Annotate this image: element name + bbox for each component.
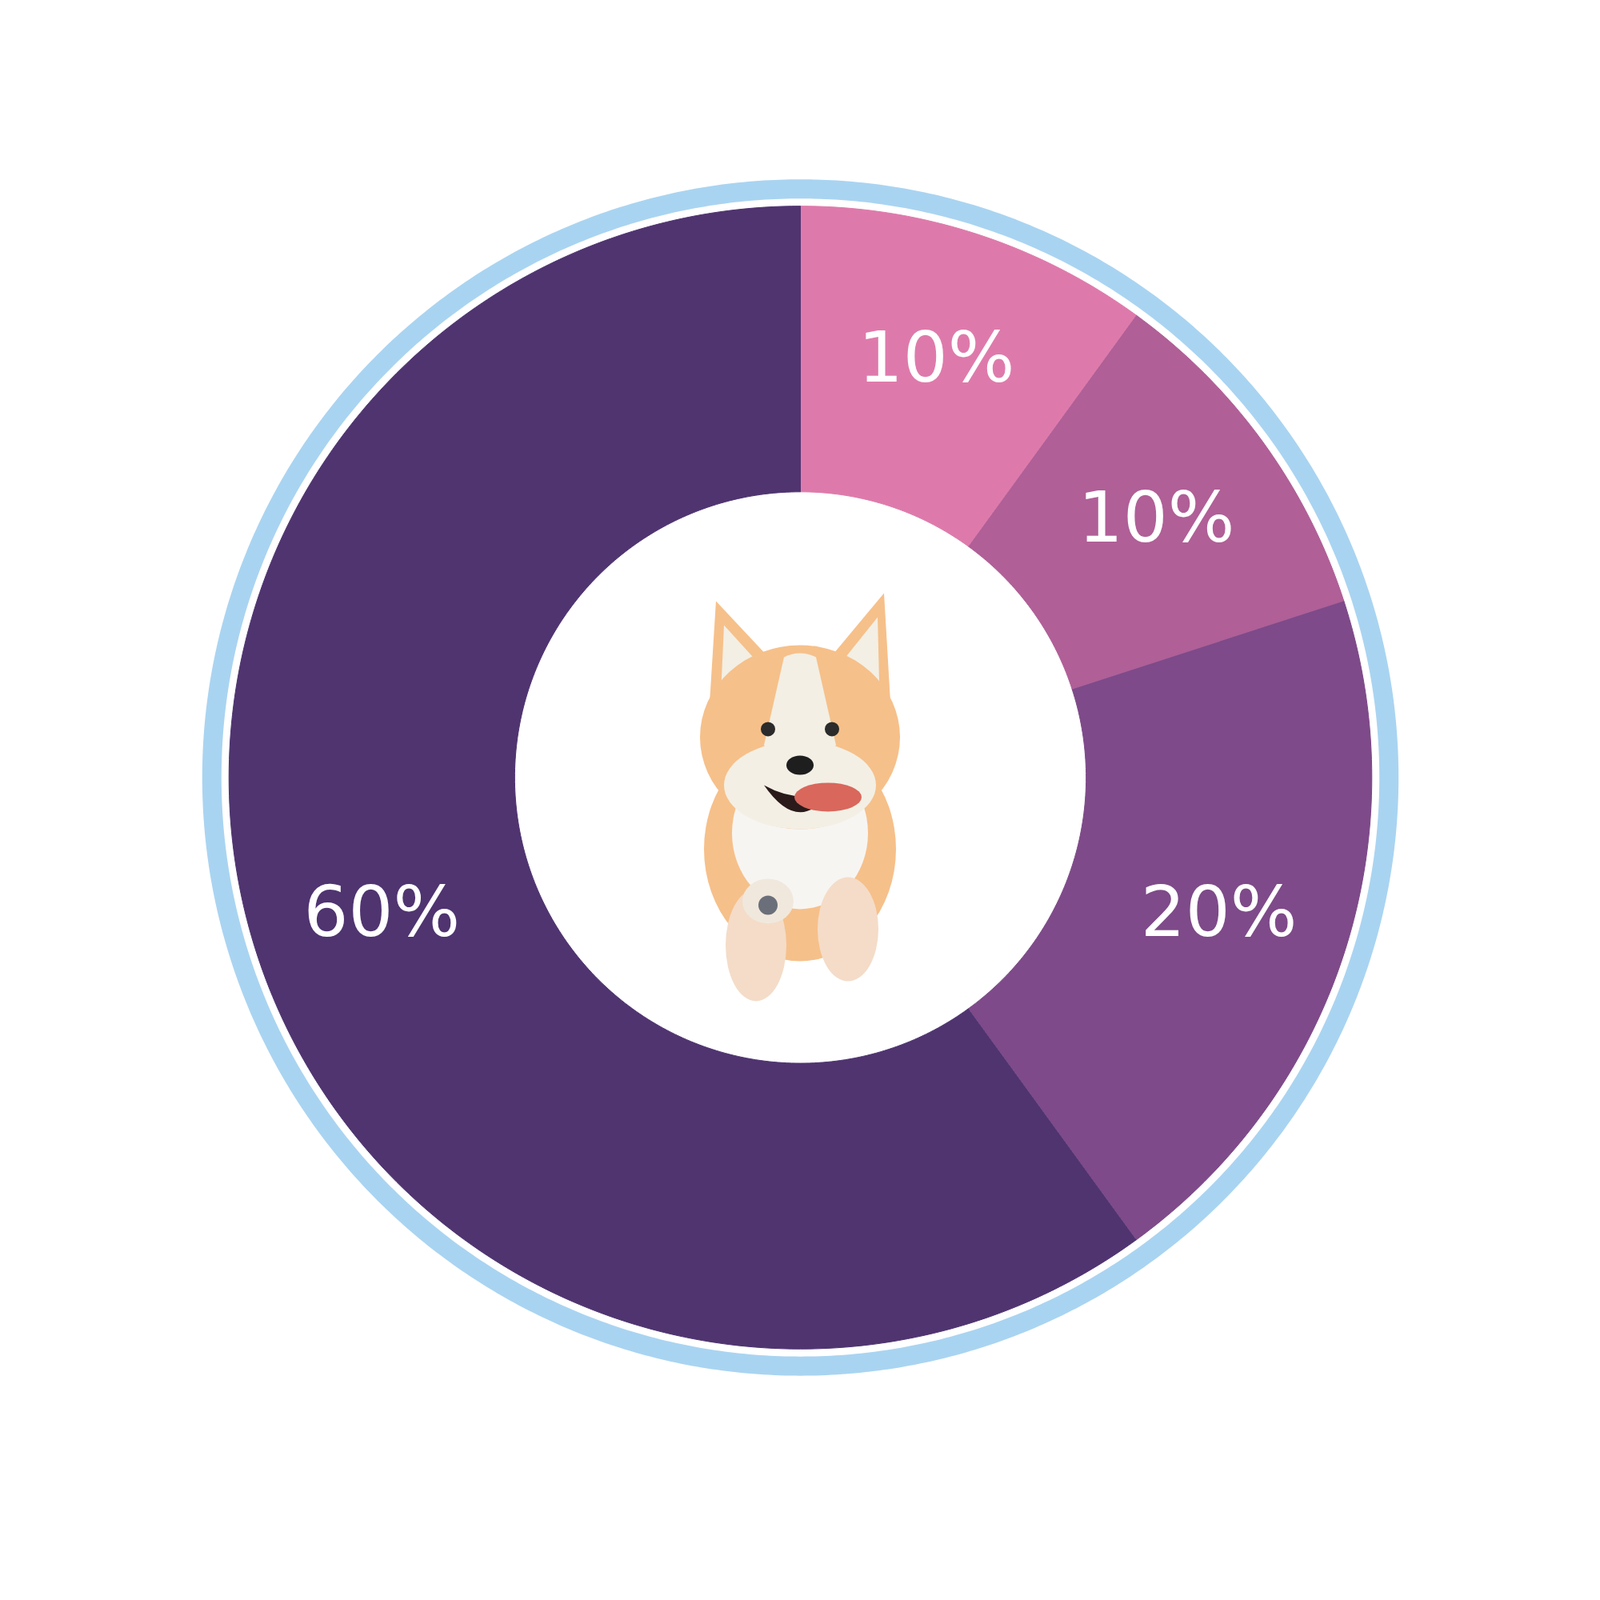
svg-text:10%: 10% — [1078, 476, 1236, 559]
svg-text:20%: 20% — [1140, 870, 1298, 953]
svg-text:60%: 60% — [304, 870, 461, 953]
svg-text:10%: 10% — [858, 316, 1016, 399]
